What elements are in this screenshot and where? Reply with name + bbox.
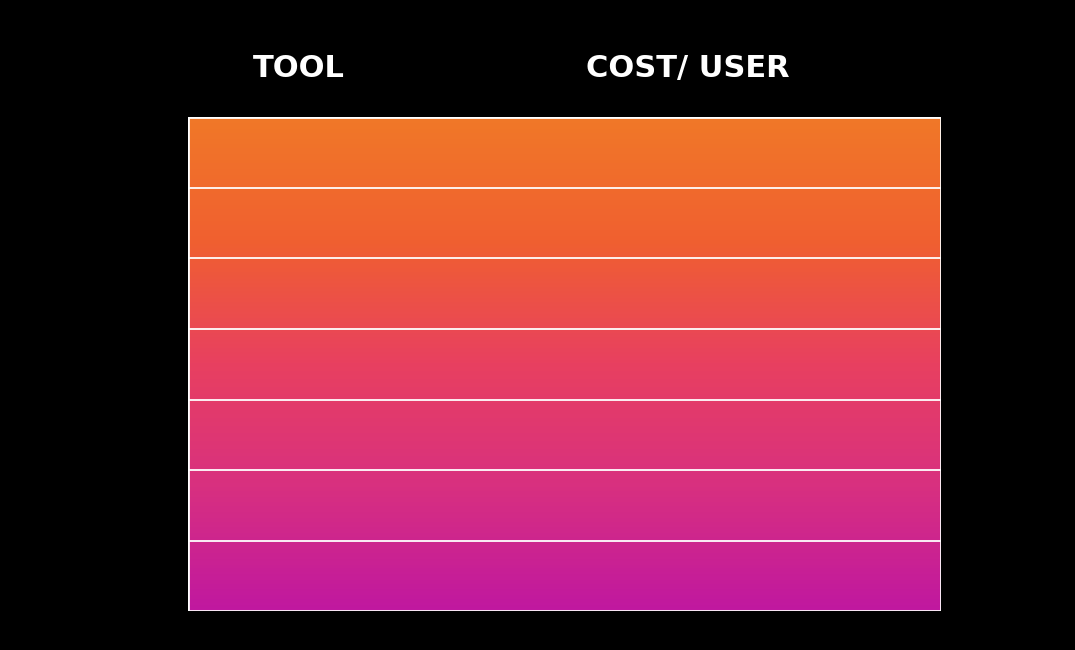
Text: $60/ mo.: $60/ mo. xyxy=(857,419,924,434)
Text: MAKE: MAKE xyxy=(210,142,282,162)
Text: $228/ yr.: $228/ yr. xyxy=(809,219,924,243)
Text: $97/ mo.: $97/ mo. xyxy=(857,560,924,575)
Text: GUMLOOP: GUMLOOP xyxy=(210,566,335,586)
Text: N8N: N8N xyxy=(210,424,262,445)
Text: $108/ year: $108/ year xyxy=(783,149,924,173)
Text: $720/ yr.: $720/ yr. xyxy=(809,431,924,455)
Text: BOTBPRESS: BOTBPRESS xyxy=(210,495,357,515)
Text: $1,164/ yr.: $1,164/ yr. xyxy=(784,572,924,596)
Text: $600/ yr.?: $600/ yr.? xyxy=(796,361,924,384)
Text: $240/ yr.: $240/ yr. xyxy=(809,290,924,314)
Text: TOOL: TOOL xyxy=(253,54,344,83)
Text: $9/ month: $9/ month xyxy=(846,136,924,151)
Text: $950/ yr.: $950/ yr. xyxy=(809,502,924,526)
Text: $50/ mo.*: $50/ mo.* xyxy=(849,348,924,363)
Text: $20/ mo.: $20/ mo. xyxy=(857,278,924,292)
Text: $79/ mo.: $79/ mo. xyxy=(857,489,924,504)
Text: COST/ USER: COST/ USER xyxy=(587,54,790,83)
Text: CREW: CREW xyxy=(210,354,283,374)
Text: $19/ mo.: $19/ mo. xyxy=(857,207,924,222)
Text: RELEVANCE: RELEVANCE xyxy=(210,213,354,233)
Text: ZAPIER: ZAPIER xyxy=(210,283,300,304)
